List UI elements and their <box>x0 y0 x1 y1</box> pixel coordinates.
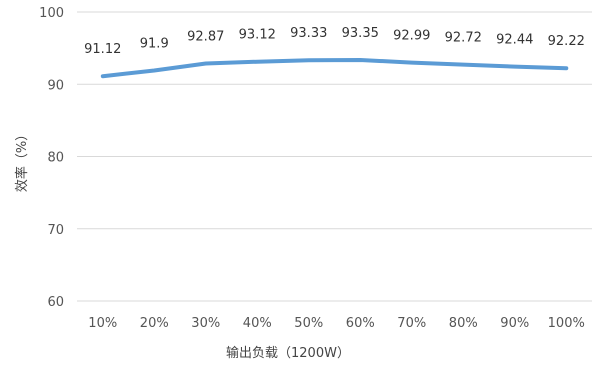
x-tick-label: 30% <box>191 316 220 331</box>
x-axis-ticks: 10% 20% 30% 40% 50% 60% 70% 80% 90% 100% <box>88 316 585 331</box>
x-tick-label: 60% <box>346 316 375 331</box>
x-tick-label: 10% <box>88 316 117 331</box>
gridlines <box>77 11 592 302</box>
data-label: 93.12 <box>239 28 276 43</box>
x-tick-label: 90% <box>500 316 529 331</box>
x-tick-label: 70% <box>397 316 426 331</box>
y-tick-label: 60 <box>47 295 64 310</box>
data-label: 91.9 <box>140 37 169 52</box>
data-label: 93.35 <box>342 26 379 41</box>
series-line <box>100 58 569 79</box>
y-tick-label: 80 <box>47 151 64 166</box>
y-axis-label: 效率（%） <box>14 128 30 192</box>
x-axis-label: 输出负载（1200W） <box>226 345 350 361</box>
data-label: 93.33 <box>290 26 327 41</box>
y-tick-label: 70 <box>47 223 64 238</box>
x-tick-label: 100% <box>548 316 585 331</box>
y-tick-label: 100 <box>39 6 64 21</box>
x-tick-label: 50% <box>294 316 323 331</box>
data-labels: 91.12 91.9 92.87 93.12 93.33 93.35 92.99 92.72 9… <box>84 26 585 57</box>
series-layer <box>100 58 569 79</box>
data-label: 92.44 <box>496 33 533 48</box>
data-label: 92.87 <box>187 30 224 45</box>
x-tick-label: 20% <box>140 316 169 331</box>
data-label: 91.12 <box>84 42 121 57</box>
data-label: 92.99 <box>393 29 430 44</box>
x-tick-label: 80% <box>449 316 478 331</box>
x-tick-label: 40% <box>243 316 272 331</box>
y-tick-label: 90 <box>47 78 64 93</box>
data-label: 92.72 <box>445 31 482 46</box>
y-axis-ticks: 60 70 80 90 100 <box>39 6 64 310</box>
data-label: 92.22 <box>548 34 585 49</box>
